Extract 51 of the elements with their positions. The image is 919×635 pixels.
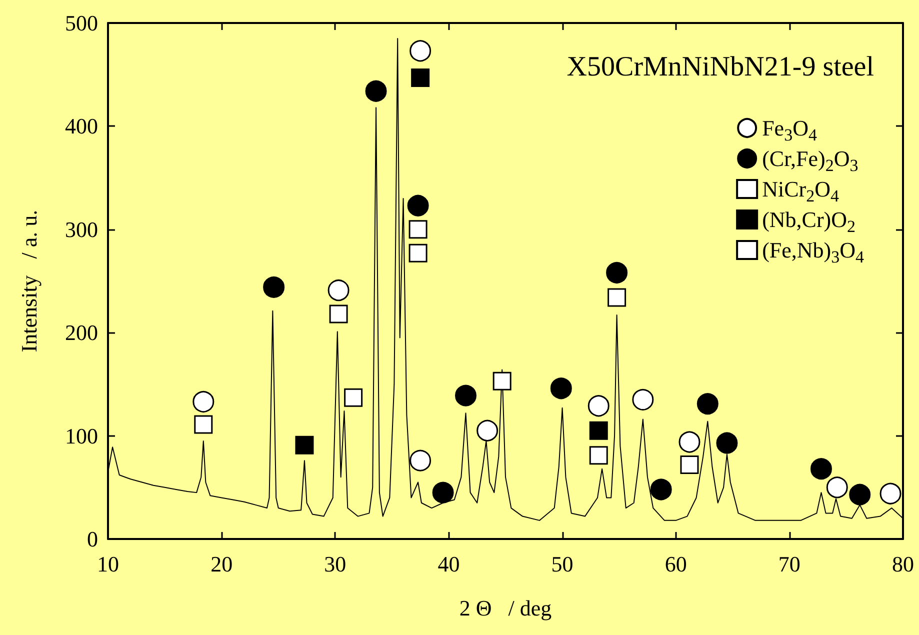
point — [455, 384, 476, 406]
point — [410, 450, 432, 472]
x-axis-title: 2 Θ / deg — [459, 596, 552, 620]
point — [432, 482, 454, 504]
point — [608, 288, 626, 307]
point — [650, 478, 672, 500]
point — [810, 458, 832, 480]
y-tick-label: 300 — [65, 216, 98, 242]
point — [492, 372, 512, 390]
x-tick-label: 80 — [892, 552, 914, 576]
point — [408, 220, 428, 239]
x-tick-label: 10 — [97, 552, 119, 576]
x-tick-label: 40 — [438, 552, 460, 576]
point — [407, 194, 429, 216]
x-tick-label: 30 — [324, 552, 346, 576]
y-tick-label: 0 — [87, 526, 98, 552]
point — [263, 276, 285, 298]
point — [716, 432, 738, 454]
point — [328, 280, 350, 302]
point — [678, 431, 700, 453]
point — [408, 244, 428, 262]
point — [344, 388, 363, 407]
y-tick-label: 500 — [65, 10, 98, 36]
x-tick-label: 70 — [778, 552, 800, 576]
point — [589, 421, 608, 440]
point — [550, 378, 572, 400]
point — [194, 415, 213, 434]
y-tick-label: 200 — [65, 320, 98, 346]
point — [365, 80, 387, 102]
point — [588, 395, 610, 417]
y-tick-label: 400 — [65, 114, 98, 139]
x-tick-label: 60 — [664, 552, 687, 576]
point — [680, 455, 699, 474]
point — [880, 482, 902, 504]
point — [410, 40, 432, 62]
point — [826, 476, 848, 498]
point — [329, 304, 348, 324]
point — [632, 388, 654, 410]
point — [696, 393, 718, 415]
point — [295, 436, 314, 454]
x-tick-label: 20 — [210, 552, 233, 576]
point — [589, 446, 608, 465]
y-axis-title: Intensity / a. u. — [16, 210, 42, 352]
point — [476, 420, 498, 442]
point — [849, 484, 871, 506]
y-tick-label: 100 — [65, 423, 98, 448]
text: X50CrMnNiNbN21-9 steel — [566, 52, 874, 82]
x-tick-label: 50 — [551, 552, 574, 576]
point — [192, 391, 214, 412]
point — [606, 262, 628, 284]
point — [411, 68, 430, 87]
